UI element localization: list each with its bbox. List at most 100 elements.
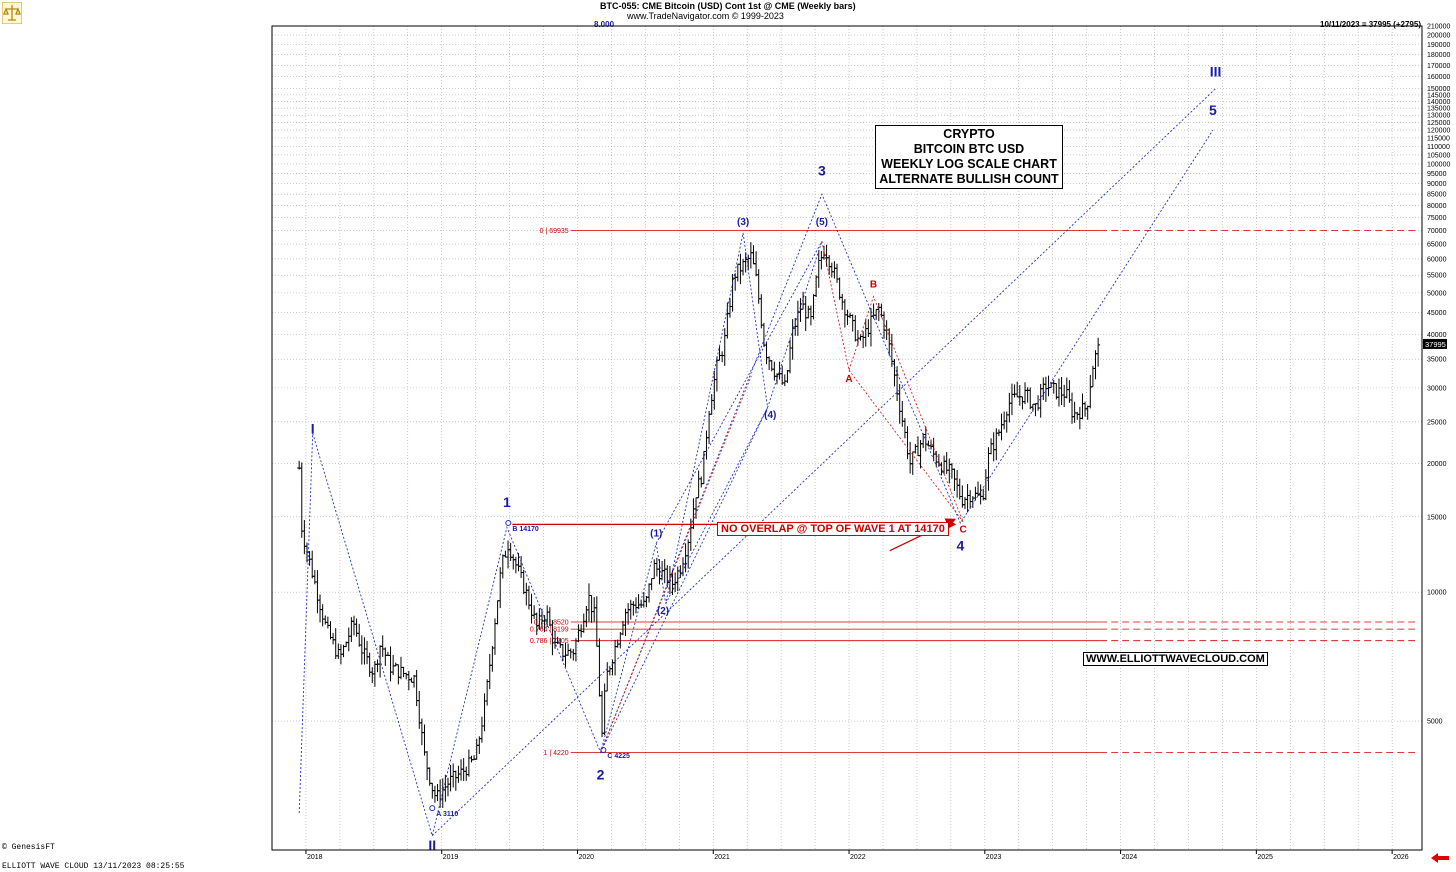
y-tick-label: 45000 (1427, 310, 1447, 317)
y-tick-label: 95000 (1427, 171, 1447, 178)
wave-label: (2) (657, 606, 669, 617)
wave-label: 2 (597, 767, 605, 783)
wave-label: II (428, 837, 436, 853)
level-label: 0.75 | 8520 (534, 619, 569, 626)
y-tick-label: 50000 (1427, 290, 1447, 297)
x-tick-label: 2020 (578, 854, 594, 861)
pivot-label: C 4225 (607, 753, 630, 760)
wave-path-blue (431, 88, 1216, 837)
y-tick-label: 140000 (1427, 99, 1450, 106)
level-label: 0 | 69935 (540, 228, 569, 235)
x-tick-label: 2023 (986, 854, 1002, 861)
y-tick-label: 15000 (1427, 514, 1447, 521)
wave-paths (298, 88, 1216, 838)
annotation-line-2: BITCOIN BTC USD (913, 142, 1025, 156)
wave-path-blue (665, 407, 768, 604)
wave-label: (1) (650, 528, 662, 539)
y-tick-label: 105000 (1427, 152, 1450, 159)
y-tick-label: 10000 (1427, 590, 1447, 597)
chart-grid (272, 25, 1422, 850)
wave-path-blue (600, 232, 823, 753)
wave-path-blue (655, 241, 823, 544)
annotation-line-4: ALTERNATE BULLISH COUNT (879, 172, 1059, 186)
y-tick-label: 90000 (1427, 181, 1447, 188)
pivot-marker (505, 519, 512, 526)
y-tick-label: 130000 (1427, 113, 1450, 120)
y-tick-label: 190000 (1427, 42, 1450, 49)
y-tick-label: 75000 (1427, 215, 1447, 222)
y-tick-label: 55000 (1427, 273, 1447, 280)
y-tick-label: 20000 (1427, 461, 1447, 468)
y-tick-label: 60000 (1427, 256, 1447, 263)
wave-path-red (600, 375, 752, 753)
y-tick-label: 65000 (1427, 242, 1447, 249)
plot-frame (271, 25, 1423, 851)
x-tick-label: 2018 (307, 854, 323, 861)
annotation-line-3: WEEKLY LOG SCALE CHART (881, 157, 1057, 171)
y-tick-label: 120000 (1427, 128, 1450, 135)
y-tick-label: 85000 (1427, 192, 1447, 199)
pivot-marker (600, 747, 607, 754)
x-tick-label: 2025 (1257, 854, 1273, 861)
top-value-label: 8.000 (594, 20, 615, 29)
chart-source: www.TradeNavigator.com © 1999-2023 (627, 11, 784, 21)
y-tick-label: 170000 (1427, 63, 1450, 70)
y-tick-label: 125000 (1427, 120, 1450, 127)
y-tick-label: 115000 (1427, 135, 1450, 142)
pivot-label: A 3110 (436, 811, 458, 818)
chart-annotation-box: CRYPTO BITCOIN BTC USD WEEKLY LOG SCALE … (875, 125, 1063, 189)
chart-title: BTC-055: CME Bitcoin (USD) Cont 1st @ CM… (600, 1, 856, 11)
wave-label: 5 (1209, 102, 1217, 118)
y-tick-label: 70000 (1427, 228, 1447, 235)
wave-label: (3) (737, 217, 749, 228)
wave-label: B (870, 279, 877, 290)
wave-path-blue (298, 129, 1214, 838)
level-label: 0.786 | 7705 (530, 638, 569, 645)
y-tick-label: 35000 (1427, 357, 1447, 364)
y-tick-label: 110000 (1427, 144, 1450, 151)
y-tick-label: 100000 (1427, 161, 1450, 168)
last-price-info: 10/11/2023 = 37995 (+2795) (1320, 20, 1421, 29)
website-label: WWW.ELLIOTTWAVECLOUD.COM (1083, 652, 1268, 666)
wave-label: 1 (503, 494, 511, 510)
pivot-label: B 14170 (512, 526, 539, 533)
y-tick-label: 150000 (1427, 86, 1450, 93)
annotation-line-1: CRYPTO (943, 127, 995, 141)
y-tick-label: 80000 (1427, 203, 1447, 210)
no-overlap-note: NO OVERLAP @ TOP OF WAVE 1 AT 14170 (717, 522, 949, 536)
last-price-label: 37995 (1425, 340, 1446, 349)
y-tick-label: 200000 (1427, 33, 1450, 40)
wave-path-red (821, 241, 964, 522)
y-tick-label: 30000 (1427, 385, 1447, 392)
y-tick-label: 145000 (1427, 92, 1450, 99)
y-tick-label: 180000 (1427, 52, 1450, 59)
wave-label: (4) (764, 410, 776, 421)
wave-label: 4 (956, 538, 964, 554)
y-tick-label: 5000 (1427, 719, 1443, 726)
y-tick-label: 135000 (1427, 106, 1450, 113)
wave-label: 3 (818, 162, 826, 178)
y-tick-label: 40000 (1427, 332, 1447, 339)
chart-axes: 5000 10000 15000 20000 25000 30000 35000 40000 4… (271, 24, 1450, 861)
level-label: 1 | 4220 (544, 750, 569, 757)
x-tick-label: 2022 (850, 854, 866, 861)
price-bars (297, 242, 1101, 809)
wave-label: I (311, 420, 315, 436)
x-tick-label: 2019 (443, 854, 459, 861)
y-tick-label: 160000 (1427, 74, 1450, 81)
arrow-left-icon[interactable] (1430, 851, 1450, 863)
copyright: © GenesisFT (2, 843, 55, 852)
pivot-marker (429, 805, 436, 812)
wave-label: III (1210, 64, 1222, 80)
y-tick-label: 25000 (1427, 419, 1447, 426)
x-tick-label: 2024 (1122, 854, 1138, 861)
last-price-box (1423, 338, 1447, 349)
wave-label: C (959, 524, 966, 535)
y-tick-label: 210000 (1427, 24, 1450, 31)
footer-status: ELLIOTT WAVE CLOUD 13/11/2023 08:25:55 (2, 862, 185, 871)
x-tick-label: 2026 (1393, 854, 1409, 861)
wave-path-blue (600, 407, 769, 753)
